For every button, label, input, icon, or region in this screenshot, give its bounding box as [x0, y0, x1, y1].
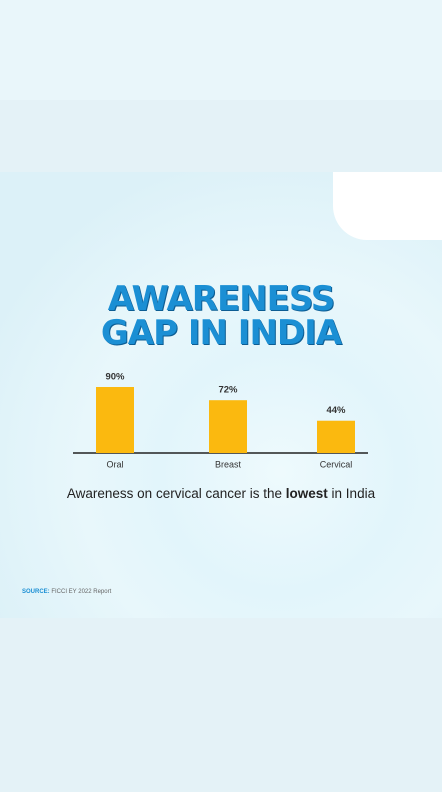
x-tick-label: Cervical — [320, 459, 353, 469]
source: SOURCE: FICCI EY 2022 Report — [22, 589, 111, 595]
x-tick-label: Breast — [215, 459, 242, 469]
source-label: SOURCE: — [22, 589, 50, 595]
caption-text: in India — [331, 486, 376, 501]
value-label: 72% — [218, 385, 238, 396]
bar — [317, 420, 355, 453]
chart-title: AWARENESS GAP IN INDIA — [100, 279, 342, 353]
corner-shape — [333, 172, 442, 240]
bar — [96, 387, 134, 453]
top-band — [0, 0, 442, 100]
caption-bold: lowest — [285, 486, 328, 501]
value-label: 90% — [105, 372, 125, 383]
caption: Awareness on cervical cancer is the lowe… — [0, 486, 442, 501]
x-tick-label: Oral — [106, 459, 123, 469]
bar — [209, 400, 247, 453]
source-text: FICCI EY 2022 Report — [51, 589, 112, 595]
value-label: 44% — [326, 405, 346, 416]
caption-text: Awareness on cervical cancer is the — [66, 486, 282, 501]
card — [0, 172, 442, 618]
